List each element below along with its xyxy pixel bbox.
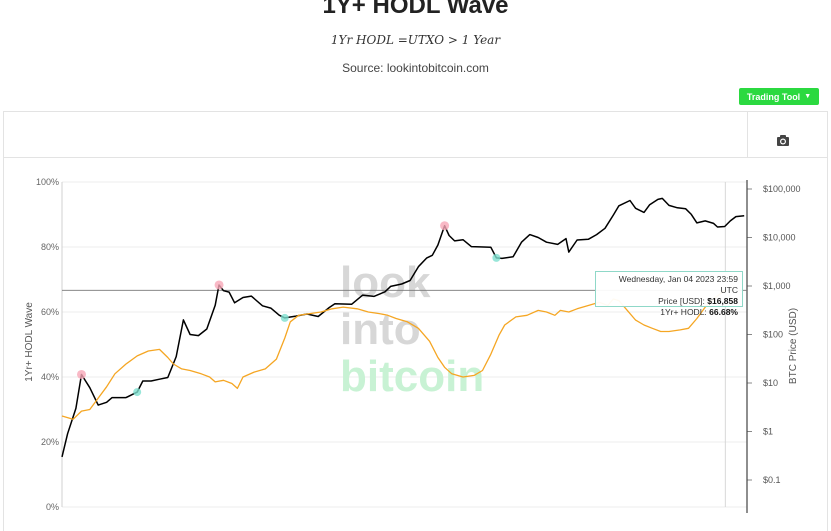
watermark-into: into (340, 305, 421, 354)
y-tick-label: 100% (36, 177, 59, 187)
chart-svg: look into bitcoin 0% 20% 40% 60% 80% 100% $0.1… (24, 177, 801, 513)
tooltip-hodl-label: 1Yr+ HODL: (660, 307, 707, 317)
hodl-line (61, 289, 726, 420)
y2-tick-label: $100,000 (763, 184, 801, 194)
tooltip-hodl-row: 1Yr+ HODL: 66.68% (600, 307, 738, 318)
y-tick-label: 20% (41, 437, 59, 447)
y2-tick-label: $1 (763, 427, 773, 437)
cycle-top-marker (440, 221, 450, 231)
cycle-bottom-marker (280, 313, 289, 322)
chart-series (61, 197, 745, 458)
toolbar-divider (747, 112, 748, 157)
chart-markers (76, 221, 501, 397)
camera-icon[interactable] (772, 131, 794, 149)
y-tick-label: 80% (41, 242, 59, 252)
y2-tick-label: $10,000 (763, 233, 796, 243)
chart-grid (62, 181, 747, 508)
tooltip-price-value: $16,858 (707, 296, 738, 306)
trading-tool-button[interactable]: Trading Tool ▼ (739, 88, 819, 105)
tooltip-hodl-value: 66.68% (709, 307, 738, 317)
y-axis-label: 1Yr+ HODL Wave (24, 302, 35, 382)
tooltip-date: Wednesday, Jan 04 2023 23:59 UTC (618, 274, 738, 295)
watermark: look into bitcoin (340, 258, 484, 401)
watermark-look: look (340, 258, 431, 307)
hover-tooltip: Wednesday, Jan 04 2023 23:59 UTC Price [… (595, 271, 743, 317)
tooltip-price-row: Price [USD]: $16,858 (600, 296, 738, 307)
y2-axis-label: BTC Price (USD) (788, 308, 799, 384)
tooltip-price-label: Price [USD]: (658, 296, 705, 306)
y2-tick-label: $0.1 (763, 475, 781, 485)
trading-tool-label: Trading Tool (746, 91, 801, 102)
chart-frame (3, 111, 828, 531)
y2-tick-label: $100 (763, 330, 783, 340)
y2-tick-label: $1,000 (763, 281, 791, 291)
page-formula: 1Yr HODL =UTXO > 1 Year (330, 33, 501, 47)
page-title: 1Y+ HODL Wave (322, 0, 509, 19)
y-tick-label: 0% (46, 502, 59, 512)
y2-tick-label: $10 (763, 378, 778, 388)
price-line (61, 197, 745, 458)
y-tick-label: 60% (41, 307, 59, 317)
chart-toolbar (4, 112, 827, 158)
chevron-down-icon: ▼ (804, 93, 812, 100)
source-text: Source: lookintobitcoin.com (342, 61, 489, 75)
cycle-bottom-marker (492, 253, 501, 262)
cycle-top-marker (76, 369, 86, 379)
cycle-top-marker (214, 280, 224, 290)
y-tick-label: 40% (41, 372, 59, 382)
cycle-bottom-marker (133, 388, 142, 397)
